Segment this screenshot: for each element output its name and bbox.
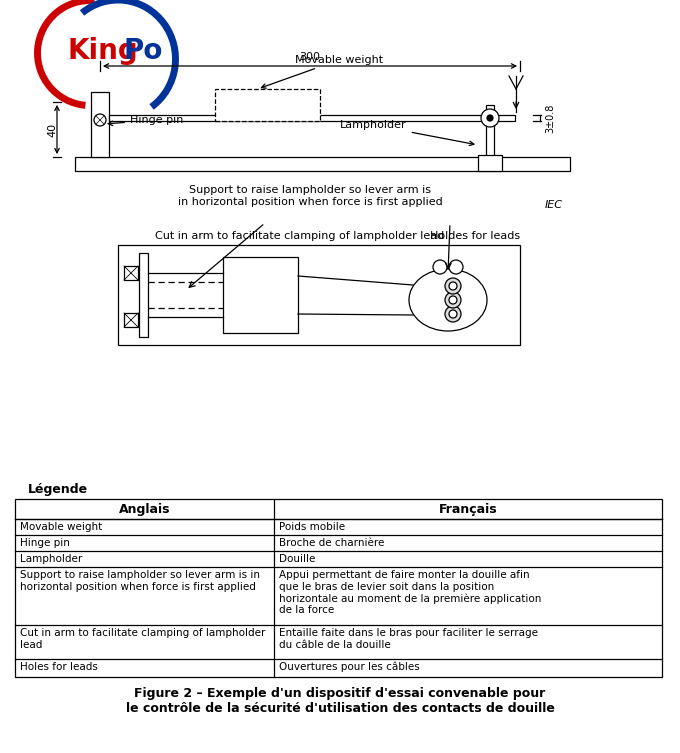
Circle shape bbox=[449, 260, 463, 274]
Text: 40: 40 bbox=[47, 123, 57, 136]
Circle shape bbox=[445, 278, 461, 294]
Bar bbox=[109, 115, 515, 121]
Text: Français: Français bbox=[439, 502, 497, 516]
Text: Figure 2 – Exemple d'un dispositif d'essai convenable pour
le contrôle de la séc: Figure 2 – Exemple d'un dispositif d'ess… bbox=[126, 687, 554, 715]
Bar bbox=[75, 157, 570, 171]
Bar bbox=[118, 245, 520, 345]
Text: Appui permettant de faire monter la douille afin
que le bras de levier soit dans: Appui permettant de faire monter la doui… bbox=[279, 570, 541, 615]
Bar bbox=[124, 313, 138, 327]
Bar bbox=[15, 499, 662, 677]
Ellipse shape bbox=[409, 269, 487, 331]
Text: Douille: Douille bbox=[279, 554, 315, 564]
Bar bbox=[124, 266, 138, 280]
Text: Ouvertures pour les câbles: Ouvertures pour les câbles bbox=[279, 662, 420, 672]
Bar bbox=[139, 253, 148, 337]
Text: Hinge pin: Hinge pin bbox=[20, 538, 70, 548]
Text: Po: Po bbox=[124, 37, 163, 65]
Text: Anglais: Anglais bbox=[118, 502, 170, 516]
Text: Entaille faite dans le bras pour faciliter le serrage
du câble de la douille: Entaille faite dans le bras pour facilit… bbox=[279, 628, 538, 650]
Text: Hinge pin: Hinge pin bbox=[108, 115, 184, 126]
Circle shape bbox=[487, 115, 493, 121]
Circle shape bbox=[445, 306, 461, 322]
Text: Cut in arm to facilitate clamping of lampholder
lead: Cut in arm to facilitate clamping of lam… bbox=[20, 628, 265, 650]
Text: IEC: IEC bbox=[545, 200, 563, 210]
Text: Movable weight: Movable weight bbox=[261, 55, 383, 88]
Text: Support to raise lampholder so lever arm is in
horizontal position when force is: Support to raise lampholder so lever arm… bbox=[20, 570, 260, 592]
Bar bbox=[215, 89, 320, 121]
Text: Poids mobile: Poids mobile bbox=[279, 522, 345, 532]
Circle shape bbox=[449, 296, 457, 304]
Circle shape bbox=[481, 109, 499, 127]
Text: Cut in arm to facilitate clamping of lampholder lead: Cut in arm to facilitate clamping of lam… bbox=[155, 231, 444, 241]
Bar bbox=[223, 257, 298, 333]
Circle shape bbox=[94, 114, 106, 126]
Text: Holes for leads: Holes for leads bbox=[20, 662, 98, 672]
Circle shape bbox=[449, 282, 457, 290]
Text: Lampholder: Lampholder bbox=[20, 554, 82, 564]
Text: 3±0.8: 3±0.8 bbox=[545, 103, 555, 133]
Bar bbox=[486, 105, 494, 157]
Bar bbox=[91, 92, 109, 157]
Text: Légende: Légende bbox=[28, 483, 88, 496]
Circle shape bbox=[445, 292, 461, 308]
Text: 300: 300 bbox=[299, 52, 320, 62]
Text: Broche de charnière: Broche de charnière bbox=[279, 538, 384, 548]
Text: Support to raise lampholder so lever arm is
in horizontal position when force is: Support to raise lampholder so lever arm… bbox=[177, 185, 443, 206]
Bar bbox=[478, 155, 502, 171]
Circle shape bbox=[433, 260, 447, 274]
Text: Movable weight: Movable weight bbox=[20, 522, 102, 532]
Text: Holdes for leads: Holdes for leads bbox=[430, 231, 520, 241]
Text: King: King bbox=[68, 37, 139, 65]
Circle shape bbox=[449, 310, 457, 318]
Text: Lampholder: Lampholder bbox=[340, 120, 474, 145]
